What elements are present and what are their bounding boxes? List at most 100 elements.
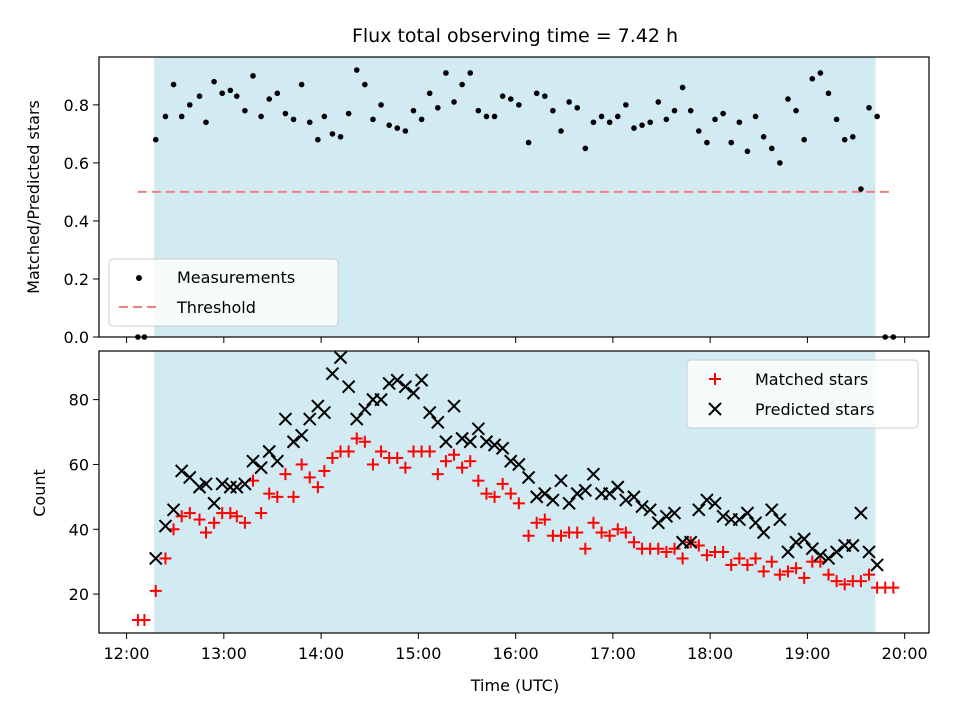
point-matched-star xyxy=(504,487,517,500)
point-measurement xyxy=(250,73,256,79)
point-measurement xyxy=(598,113,605,120)
point-matched-star xyxy=(863,568,876,581)
point-matched-star xyxy=(208,516,221,529)
point-measurement xyxy=(866,104,872,111)
point-matched-star xyxy=(193,513,206,526)
point-matched-star xyxy=(303,471,316,484)
point-measurement xyxy=(841,136,848,143)
legend-label-matched: Matched stars xyxy=(755,370,868,389)
point-predicted-star xyxy=(546,493,560,507)
point-predicted-star xyxy=(158,519,173,533)
point-measurement xyxy=(833,116,840,123)
point-predicted-star xyxy=(748,516,763,530)
point-matched-star xyxy=(854,575,867,588)
legend-marker-predicted xyxy=(708,402,722,416)
point-predicted-star xyxy=(619,493,633,507)
point-measurement xyxy=(499,93,506,99)
point-measurement xyxy=(321,113,328,120)
point-matched-star xyxy=(350,432,363,445)
point-predicted-star xyxy=(643,503,657,517)
point-predicted-star xyxy=(504,454,518,468)
point-measurement xyxy=(258,113,264,120)
point-measurement xyxy=(186,102,193,108)
point-predicted-star xyxy=(254,460,268,475)
point-measurement xyxy=(242,107,248,114)
point-matched-star xyxy=(138,614,151,627)
point-matched-star xyxy=(652,542,665,555)
panel-ratio-frame xyxy=(98,56,930,338)
point-measurement xyxy=(196,93,203,99)
point-matched-star xyxy=(838,578,851,591)
point-measurement xyxy=(345,110,352,117)
point-matched-star xyxy=(522,529,535,542)
point-measurement xyxy=(315,136,321,143)
y-tick-label: 80 xyxy=(69,391,89,410)
point-matched-star xyxy=(587,516,600,529)
x-tick-label: 19:00 xyxy=(784,644,830,663)
point-measurement xyxy=(483,113,490,120)
point-matched-star xyxy=(326,451,339,464)
point-measurement xyxy=(606,119,613,126)
point-measurement xyxy=(219,90,226,97)
point-predicted-star xyxy=(223,480,238,494)
legend-box-ratio xyxy=(108,258,339,327)
point-predicted-star xyxy=(278,412,293,426)
point-matched-star xyxy=(263,487,276,500)
point-matched-star xyxy=(571,526,584,539)
point-measurement xyxy=(574,104,581,111)
point-measurement xyxy=(850,133,856,140)
point-measurement xyxy=(704,139,710,146)
point-predicted-star xyxy=(570,486,584,501)
point-measurement xyxy=(817,70,824,76)
point-predicted-star xyxy=(716,509,730,524)
point-predicted-star xyxy=(398,379,413,394)
point-matched-star xyxy=(255,507,268,520)
point-measurement xyxy=(720,110,726,117)
point-measurement xyxy=(525,139,532,146)
panel-ratio-legend: Measurements Threshold xyxy=(108,258,339,327)
panel-ratio-points xyxy=(135,67,897,340)
point-measurement xyxy=(152,136,159,143)
x-tick-label: 16:00 xyxy=(493,644,539,663)
x-tick-label: 18:00 xyxy=(687,644,733,663)
point-matched-star xyxy=(496,477,509,490)
point-measurement xyxy=(266,96,273,102)
point-predicted-star xyxy=(578,483,593,498)
point-matched-star xyxy=(627,536,640,549)
point-matched-star xyxy=(717,545,730,558)
point-matched-star xyxy=(391,451,404,464)
point-predicted-star xyxy=(692,503,706,517)
point-matched-star xyxy=(488,490,501,503)
point-matched-star xyxy=(399,461,412,474)
point-measurement xyxy=(170,81,177,88)
x-tick-label: 13:00 xyxy=(201,644,247,663)
legend-marker-measurements xyxy=(136,275,142,281)
point-matched-star xyxy=(295,458,308,471)
point-measurement xyxy=(768,145,775,152)
point-predicted-star xyxy=(611,480,625,494)
point-measurement xyxy=(744,148,751,155)
point-measurement xyxy=(614,113,621,120)
x-tick-label: 15:00 xyxy=(395,644,441,663)
point-measurement xyxy=(274,90,281,97)
point-predicted-star xyxy=(602,486,617,501)
point-predicted-star xyxy=(789,535,803,549)
point-measurement xyxy=(712,116,718,123)
point-measurement xyxy=(451,99,457,105)
point-matched-star xyxy=(530,516,543,529)
point-matched-star xyxy=(464,455,477,468)
y-tick-label: 20 xyxy=(69,585,89,604)
point-matched-star xyxy=(611,523,624,536)
point-measurement xyxy=(558,128,564,134)
point-measurement xyxy=(475,107,482,114)
point-predicted-star xyxy=(199,477,213,491)
point-predicted-star xyxy=(192,480,207,494)
panel-count-ticks: 20 40 60 80 12:00 13:00 14:00 15:00 16:00 17:00 18… xyxy=(69,391,928,663)
x-tick-label: 17:00 xyxy=(590,644,636,663)
point-measurement xyxy=(777,160,783,166)
point-matched-star xyxy=(700,549,713,562)
point-matched-star xyxy=(538,513,551,526)
point-predicted-star xyxy=(821,551,836,566)
point-matched-star xyxy=(472,474,485,487)
point-predicted-star xyxy=(270,454,285,468)
